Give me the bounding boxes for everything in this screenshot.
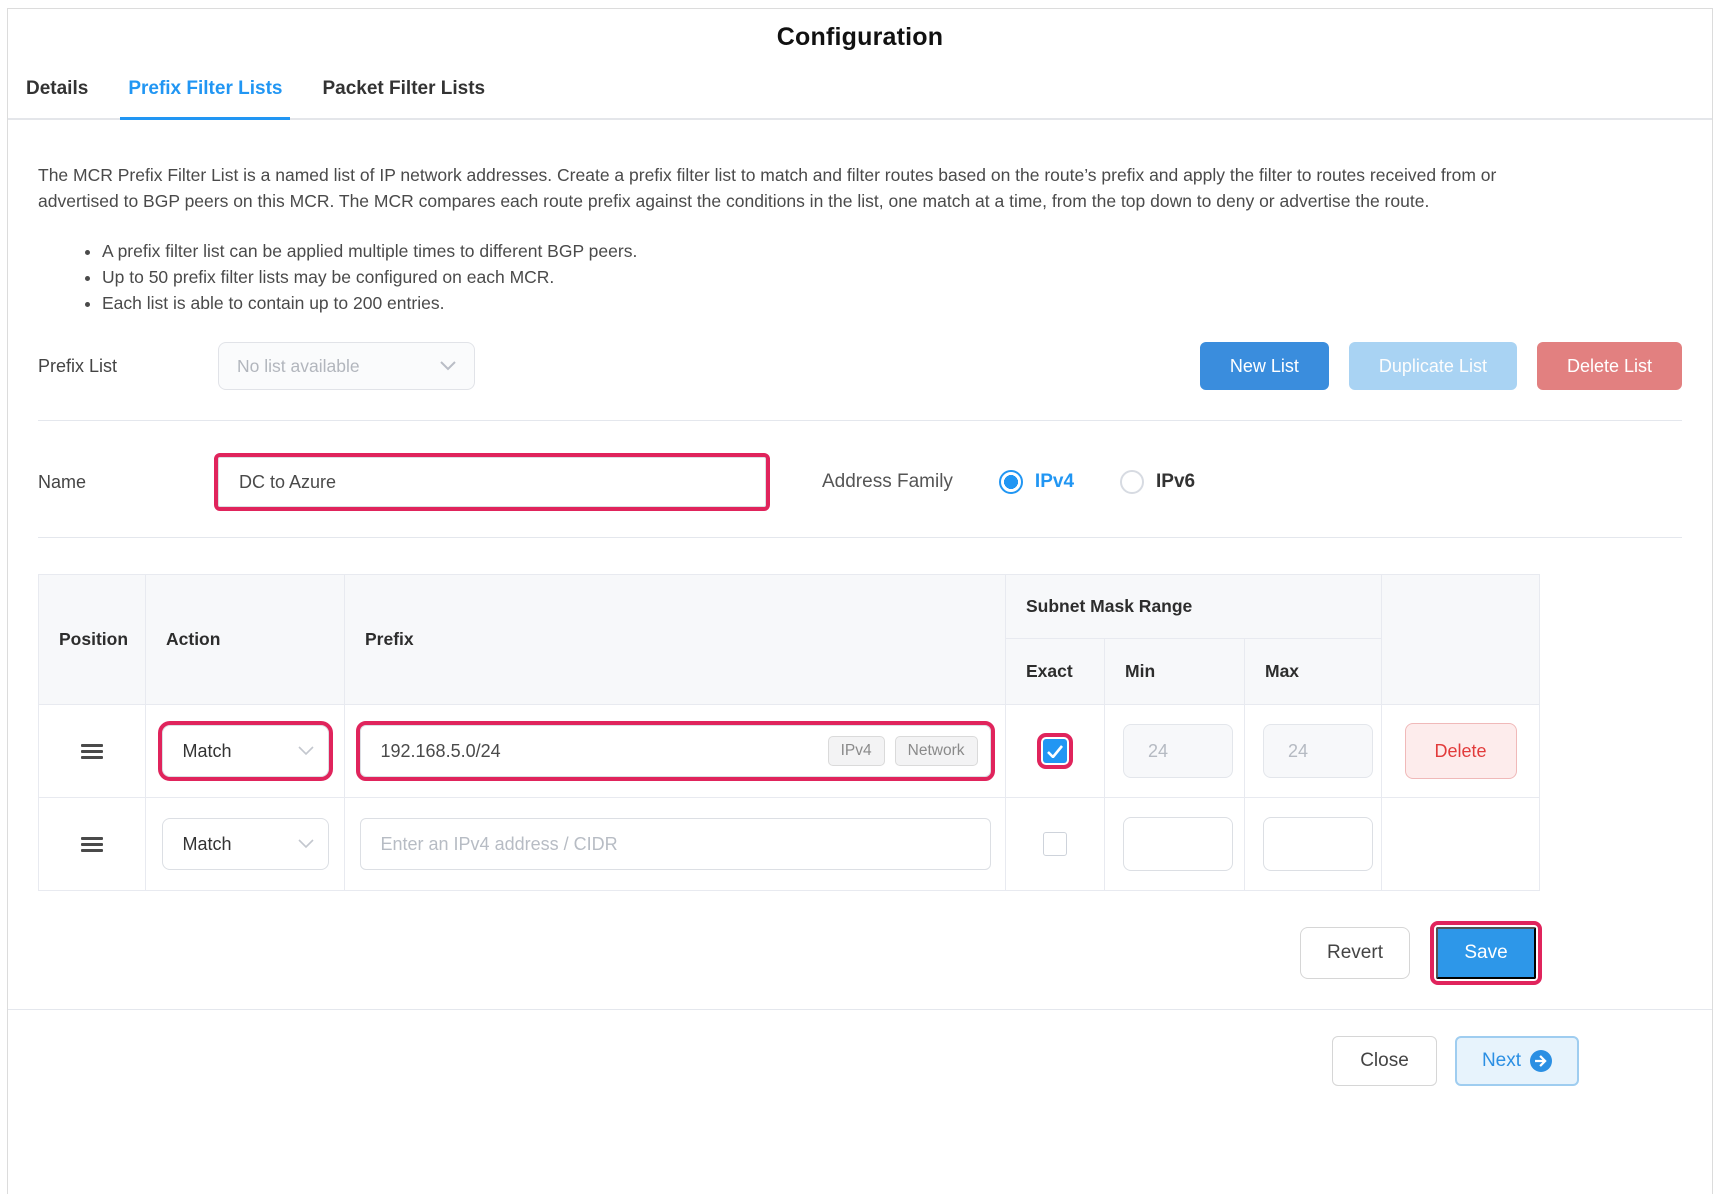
page-title: Configuration (776, 23, 944, 51)
network-badge: Network (894, 736, 978, 766)
col-header-min: Min (1104, 638, 1245, 705)
tab-prefix-filter-lists[interactable]: Prefix Filter Lists (120, 68, 291, 120)
col-header-prefix: Prefix (344, 574, 1006, 705)
note-item: A prefix filter list can be applied mult… (102, 238, 1682, 264)
save-footer: Revert Save (38, 921, 1682, 985)
name-label: Name (38, 471, 87, 492)
prefix-list-row: Prefix List No list available New List D… (38, 342, 1682, 390)
max-input[interactable] (1263, 817, 1373, 871)
exact-checkbox[interactable] (1037, 733, 1073, 769)
close-button[interactable]: Close (1332, 1036, 1437, 1086)
delete-row-button[interactable]: Delete (1404, 723, 1517, 779)
action-select[interactable]: Match (161, 818, 329, 870)
table-row: Match 192.168.5.0/24 IPv4 Network (38, 704, 1541, 798)
radio-unselected-icon (1120, 470, 1145, 494)
new-list-button[interactable]: New List (1199, 342, 1329, 390)
radio-ipv4-label: IPv4 (1034, 471, 1075, 492)
col-header-max: Max (1243, 638, 1383, 705)
action-select[interactable]: Match (157, 721, 333, 781)
tab-bar: Details Prefix Filter Lists Packet Filte… (8, 68, 1712, 120)
col-header-position: Position (38, 574, 146, 705)
tab-details[interactable]: Details (26, 78, 89, 99)
divider (38, 420, 1682, 421)
radio-ipv6[interactable]: IPv6 (1120, 470, 1195, 494)
prefix-list-label: Prefix List (38, 355, 118, 376)
ip-version-badge: IPv4 (827, 736, 885, 766)
action-select-value: Match (182, 833, 232, 854)
revert-button[interactable]: Revert (1300, 927, 1410, 979)
name-row: Name Address Family IPv4 IPv6 (38, 453, 1682, 511)
prefix-input-value: 192.168.5.0/24 (380, 740, 501, 761)
divider (38, 537, 1682, 538)
drag-handle-icon[interactable] (81, 743, 103, 759)
col-header-actions (1381, 574, 1541, 705)
col-header-subnet-mask-range: Subnet Mask Range (1004, 574, 1383, 639)
action-select-value: Match (182, 740, 232, 761)
prefix-list-dropdown[interactable]: No list available (218, 342, 475, 390)
prefix-input[interactable]: 192.168.5.0/24 IPv4 Network (355, 721, 995, 781)
next-button[interactable]: Next (1455, 1036, 1579, 1086)
note-item: Each list is able to contain up to 200 e… (102, 290, 1682, 316)
delete-list-button[interactable]: Delete List (1536, 342, 1682, 390)
radio-selected-icon (998, 470, 1023, 494)
name-input[interactable] (214, 453, 770, 511)
configuration-dialog: Configuration Details Prefix Filter List… (7, 8, 1713, 1194)
max-input[interactable] (1263, 724, 1373, 778)
note-item: Up to 50 prefix filter lists may be conf… (102, 264, 1682, 290)
min-input[interactable] (1123, 817, 1233, 871)
save-button[interactable]: Save (1430, 921, 1542, 985)
dialog-footer: Close Next (8, 1036, 1712, 1086)
exact-checkbox[interactable] (1043, 832, 1067, 856)
chevron-down-icon (297, 839, 314, 849)
divider (8, 1009, 1712, 1010)
prefix-input[interactable] (359, 818, 991, 870)
table-row: Match (38, 797, 1541, 891)
prefix-list-dropdown-value: No list available (237, 355, 360, 376)
radio-ipv6-label: IPv6 (1156, 471, 1196, 492)
check-icon (1047, 744, 1063, 758)
address-family-group: Address Family IPv4 IPv6 (822, 470, 1195, 494)
chevron-down-icon (297, 746, 314, 756)
next-button-label: Next (1481, 1050, 1522, 1071)
radio-ipv4[interactable]: IPv4 (998, 470, 1075, 494)
col-header-action: Action (145, 574, 345, 705)
tab-packet-filter-lists[interactable]: Packet Filter Lists (322, 78, 486, 99)
prefix-filter-notes: A prefix filter list can be applied mult… (102, 238, 1682, 316)
col-header-exact: Exact (1005, 638, 1105, 705)
prefix-entries-table: Position Action Prefix Subnet Mask Range… (38, 574, 1541, 891)
duplicate-list-button[interactable]: Duplicate List (1348, 342, 1517, 390)
address-family-label: Address Family (822, 471, 953, 492)
prefix-filter-description: The MCR Prefix Filter List is a named li… (38, 165, 1497, 211)
arrow-right-circle-icon (1530, 1050, 1553, 1072)
drag-handle-icon[interactable] (81, 836, 103, 852)
min-input[interactable] (1123, 724, 1233, 778)
prefix-input-field[interactable] (380, 833, 978, 855)
chevron-down-icon (440, 361, 456, 371)
